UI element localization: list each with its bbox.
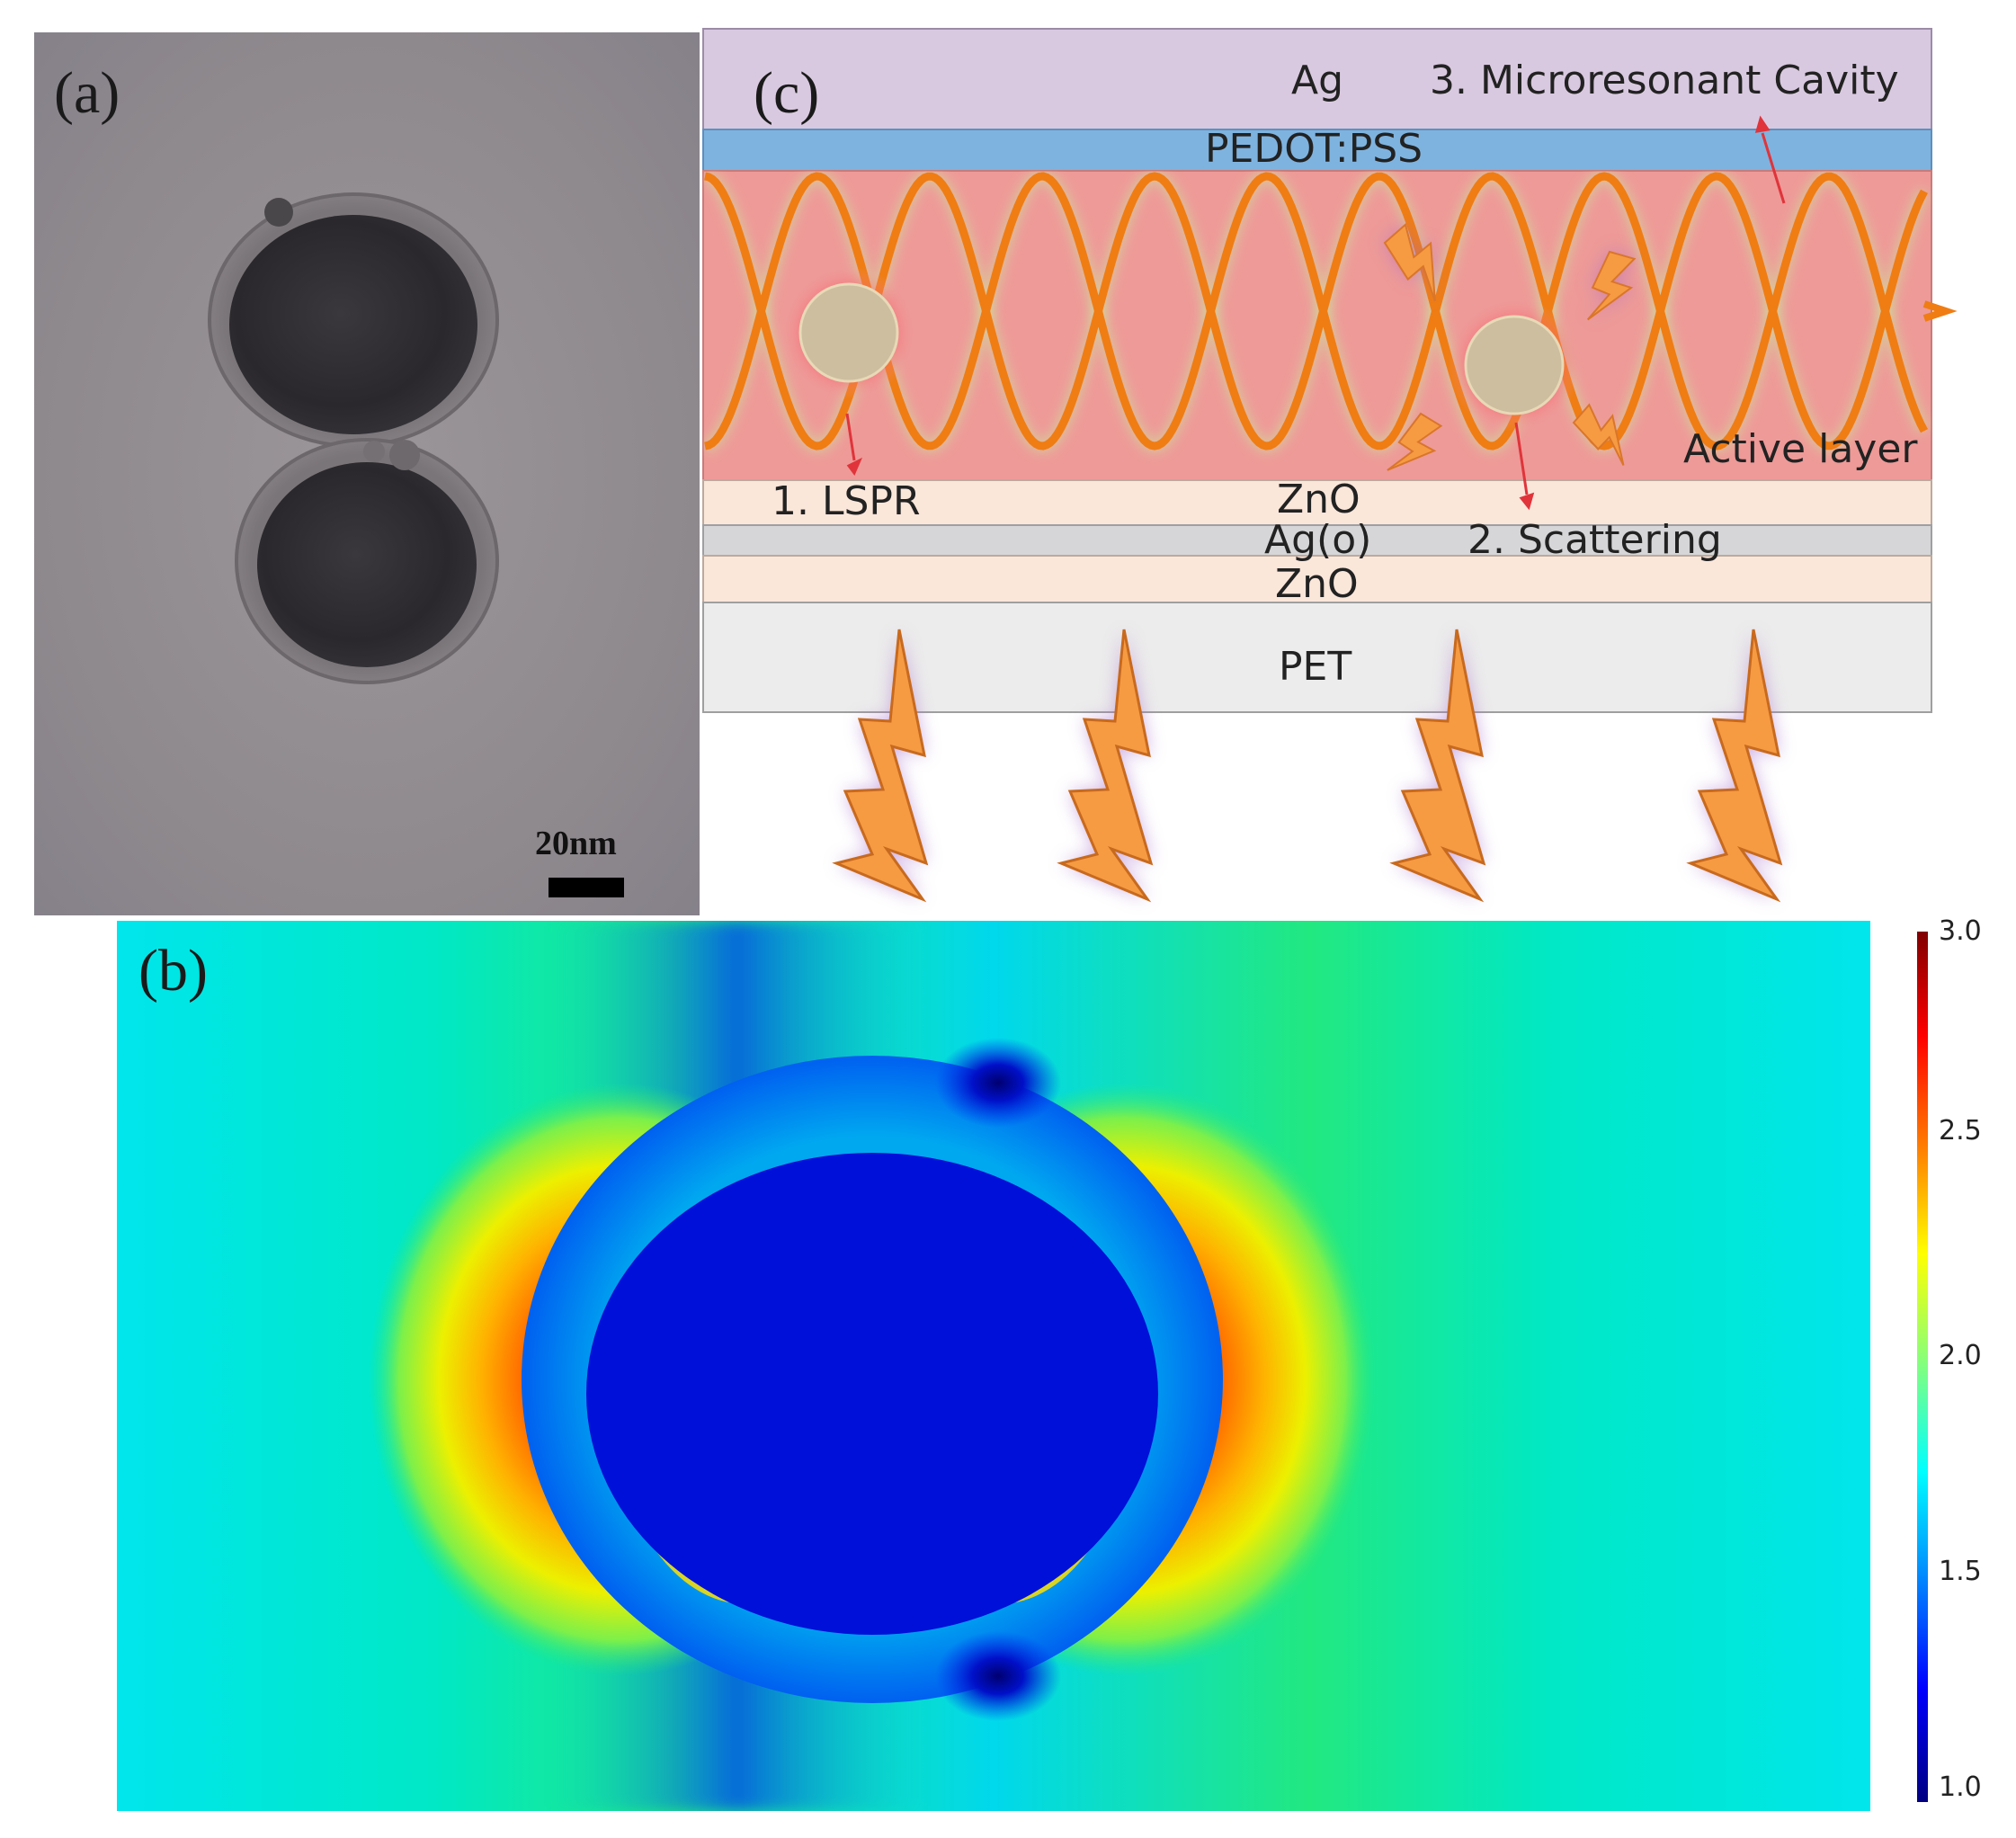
colorbar-tick-2-0: 2.0 [1939,1340,1982,1371]
panel-a-label: (a) [54,60,120,126]
field-map-panel: (b) [117,921,1870,1811]
zno-top-label: ZnO [1277,477,1360,522]
colorbar-tick-2-5: 2.5 [1939,1115,1982,1147]
active-layer-label: Active layer [1683,426,1918,472]
device-schematic-panel: (c) Ag 3. Microresonant Cavity PEDOT:PSS… [701,27,1978,917]
particle-core [586,1153,1158,1635]
panel-b-label: (b) [138,938,208,1004]
colorbar [1917,932,1928,1802]
lspr-label: 1. LSPR [772,478,921,524]
device-schematic [702,28,1958,903]
zno-top-layer [702,479,1932,526]
scale-bar [549,878,624,897]
nanoparticle-right [1464,315,1565,415]
ag-o-layer [702,524,1932,557]
field-intensity-map [117,921,1870,1811]
colorbar-tick-3-0: 3.0 [1939,915,1982,947]
tem-particles [208,192,499,684]
annotation-arrows [845,115,1786,511]
wave-end-cap [1922,300,1958,322]
zno-bottom-label: ZnO [1275,561,1359,607]
panel-c-label: (c) [754,60,820,126]
nanoparticle-left [798,282,899,383]
microresonant-cavity-label: 3. Microresonant Cavity [1430,58,1899,103]
scattering-label: 2. Scattering [1467,517,1722,563]
ag-top-label: Ag [1291,58,1344,103]
bottom-pole [935,1631,1061,1721]
pedot-layer [702,129,1932,172]
pet-label: PET [1279,644,1352,690]
light-bolt-4 [1686,629,1783,903]
pedot-label: PEDOT:PSS [1205,126,1423,172]
zno-bottom-layer [702,555,1932,603]
scattering-bolts [1383,222,1637,471]
light-bolt-2 [1057,629,1154,903]
colorbar-tick-1-0: 1.0 [1939,1771,1982,1803]
top-pole [935,1038,1061,1128]
upper-particle-core [229,215,477,434]
lower-particle-core [257,462,477,667]
light-bolt-3 [1389,629,1486,903]
scale-bar-label: 20nm [535,825,617,862]
light-bolt-1 [832,629,929,903]
colorbar-tick-1-5: 1.5 [1939,1556,1982,1587]
tem-image-panel: (a) 20nm [34,32,700,915]
ag-o-label: Ag(o) [1264,517,1372,563]
standing-wave [703,171,1931,454]
incident-light-bolts [832,629,1783,903]
